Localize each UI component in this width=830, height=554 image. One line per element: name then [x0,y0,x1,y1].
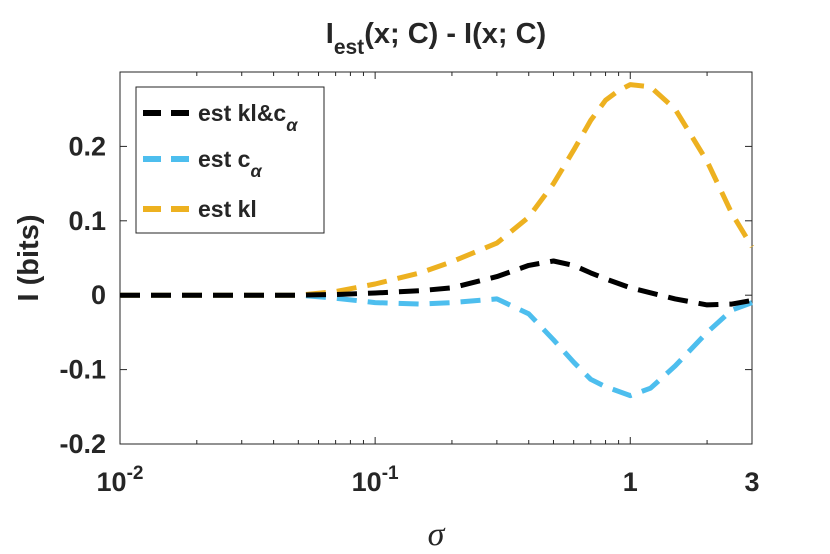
x-tick-exponent: -2 [127,463,144,484]
series-line-0 [120,258,753,308]
series-lines [120,82,755,399]
y-tick-label: -0.2 [59,429,106,459]
x-tick-label: 1 [623,467,638,497]
title-subscript: est [334,36,364,59]
chart-title: Iest(x; C) - I(x; C) [326,18,546,59]
x-tick-label: 10-2 [97,463,144,497]
legend-subscript: α [250,161,262,181]
axis-ticks: -0.2-0.100.10.210-2 10-1 1 3 [59,72,760,497]
y-tick-label: 0 [91,280,106,310]
x-tick-label: 10-1 [352,463,399,497]
legend-name: est c [198,146,251,172]
x-axis-label: σ [428,516,446,553]
x-tick-base: 10 [352,467,382,497]
x-tick-base: 10 [97,467,127,497]
x-tick-exponent: -1 [382,463,399,484]
y-tick-label: 0.2 [68,131,106,161]
legend-subscript: α [286,115,298,135]
series-line-1 [120,292,753,399]
legend-label-est-kl-c-alpha: est kl&cα [198,100,298,135]
title-rest: (x; C) - I(x; C) [364,18,546,50]
legend-name: est kl [198,196,257,222]
y-tick-label: 0.1 [68,206,106,236]
legend-label-est-kl: est kl [198,196,257,222]
y-axis-label: I (bits) [13,215,45,302]
y-tick-label: -0.1 [59,355,106,385]
legend: est kl&cα est cα est kl [135,86,325,234]
legend-name: est kl&c [198,100,286,126]
x-tick-label: 3 [744,467,759,497]
x-tick-base: 3 [744,467,759,497]
series-line-2 [120,82,755,298]
x-tick-base: 1 [623,467,638,497]
legend-label-est-c-alpha: est cα [198,146,262,181]
title-base: I [326,18,334,50]
legend-box [135,86,325,234]
